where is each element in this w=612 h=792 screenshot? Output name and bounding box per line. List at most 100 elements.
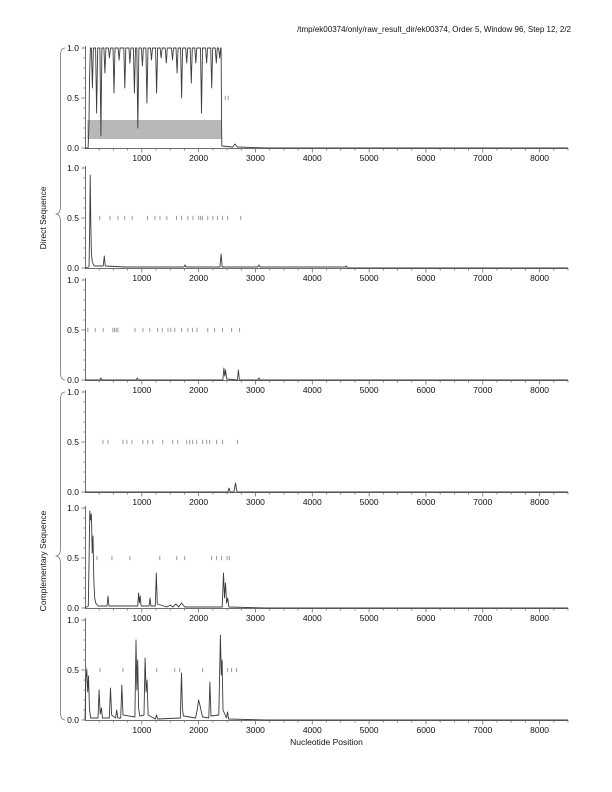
x-axis-ticks xyxy=(98,148,569,153)
x-tick-label: 6000 xyxy=(416,153,435,163)
x-tick-label: 1000 xyxy=(132,153,151,163)
x-tick-label: 3000 xyxy=(246,153,265,163)
x-tick-label: 5000 xyxy=(360,613,379,623)
y-axis-ticks xyxy=(81,507,86,609)
subplot-direct-frame-2: 1000 2000 3000 4000 5000 6000 7000 8000 0.0 0.5 1.… xyxy=(67,163,569,283)
y-tick-label: 0.5 xyxy=(67,437,79,447)
x-tick-label: 3000 xyxy=(246,497,265,507)
x-tick-label: 7000 xyxy=(473,153,492,163)
x-tick-label: 4000 xyxy=(303,153,322,163)
axes xyxy=(85,166,568,269)
x-tick-label: 1000 xyxy=(132,273,151,283)
x-tick-label: 3000 xyxy=(246,385,265,395)
y-tick-label: 0.5 xyxy=(67,553,79,563)
x-tick-label: 4000 xyxy=(303,385,322,395)
x-tick-label: 7000 xyxy=(473,385,492,395)
orf-markers xyxy=(86,667,238,673)
x-tick-label: 2000 xyxy=(189,497,208,507)
y-tick-label: 1.0 xyxy=(67,163,79,173)
x-tick-label: 6000 xyxy=(416,613,435,623)
page-title: /tmp/ek00374/only/raw_result_dir/ek00374… xyxy=(297,25,571,34)
x-tick-label: 6000 xyxy=(416,497,435,507)
x-tick-label: 2000 xyxy=(189,153,208,163)
x-tick-label: 4000 xyxy=(303,497,322,507)
x-tick-label: 2000 xyxy=(189,273,208,283)
x-tick-label: 8000 xyxy=(530,613,549,623)
y-tick-label: 0.0 xyxy=(67,487,79,497)
y-tick-label: 1.0 xyxy=(67,387,79,397)
orf-markers xyxy=(96,555,230,561)
x-tick-label: 8000 xyxy=(530,273,549,283)
x-axis-ticks xyxy=(98,720,569,725)
x-axis-ticks xyxy=(98,380,569,385)
probability-curve xyxy=(84,510,568,609)
x-tick-label: 5000 xyxy=(360,153,379,163)
x-tick-label: 1000 xyxy=(132,385,151,395)
probability-curve xyxy=(85,482,568,493)
x-tick-label: 4000 xyxy=(303,725,322,735)
x-tick-label: 5000 xyxy=(360,725,379,735)
x-tick-label: 3000 xyxy=(246,725,265,735)
x-tick-label: 8000 xyxy=(530,385,549,395)
group-brace xyxy=(55,47,66,381)
x-tick-label: 6000 xyxy=(416,385,435,395)
y-tick-label: 0.0 xyxy=(67,603,79,613)
x-tick-label: 5000 xyxy=(360,273,379,283)
subplot-complementary-frame-3: 1000 2000 3000 4000 5000 6000 7000 8000 0.0 0.5 1.… xyxy=(67,615,569,735)
x-tick-label: 8000 xyxy=(530,153,549,163)
probability-curve xyxy=(85,367,568,381)
x-tick-label: 7000 xyxy=(473,497,492,507)
x-tick-label: 5000 xyxy=(360,385,379,395)
x-tick-label: 8000 xyxy=(530,725,549,735)
x-tick-label: 1000 xyxy=(132,497,151,507)
y-tick-label: 0.5 xyxy=(67,665,79,675)
x-axis-ticks xyxy=(98,268,569,273)
y-axis-ticks xyxy=(81,279,86,381)
x-tick-label: 6000 xyxy=(416,725,435,735)
y-tick-label: 1.0 xyxy=(67,503,79,513)
subplot-direct-frame-3: 1000 2000 3000 4000 5000 6000 7000 8000 0.0 0.5 1.… xyxy=(67,275,569,395)
group-brace xyxy=(55,391,66,721)
x-tick-label: 1000 xyxy=(132,613,151,623)
x-tick-label: 7000 xyxy=(473,725,492,735)
y-axis-ticks xyxy=(81,391,86,493)
y-tick-label: 0.5 xyxy=(67,93,79,103)
x-axis-ticks xyxy=(98,608,569,613)
axes xyxy=(85,506,568,609)
orf-markers xyxy=(102,439,239,445)
probability-curve xyxy=(85,47,568,149)
y-tick-label: 1.0 xyxy=(67,275,79,285)
y-tick-label: 0.0 xyxy=(67,143,79,153)
orf-markers xyxy=(99,215,242,221)
x-tick-label: 1000 xyxy=(132,725,151,735)
y-tick-label: 1.0 xyxy=(67,43,79,53)
x-tick-label: 2000 xyxy=(189,613,208,623)
x-tick-label: 7000 xyxy=(473,613,492,623)
subplot-complementary-frame-2: 1000 2000 3000 4000 5000 6000 7000 8000 0.0 0.5 1.… xyxy=(67,503,569,623)
x-tick-label: 3000 xyxy=(246,613,265,623)
x-tick-label: 2000 xyxy=(189,385,208,395)
probability-curve xyxy=(84,174,568,269)
x-axis-ticks xyxy=(98,492,569,497)
y-tick-label: 0.0 xyxy=(67,715,79,725)
y-axis-ticks xyxy=(81,47,86,149)
highlight-band xyxy=(87,120,222,139)
x-axis-title: Nucleotide Position xyxy=(290,737,363,747)
y-tick-label: 1.0 xyxy=(67,615,79,625)
x-tick-label: 3000 xyxy=(246,273,265,283)
y-tick-label: 0.5 xyxy=(67,325,79,335)
x-tick-label: 8000 xyxy=(530,497,549,507)
x-tick-label: 7000 xyxy=(473,273,492,283)
x-tick-label: 4000 xyxy=(303,613,322,623)
axes xyxy=(85,618,568,721)
subplot-direct-frame-1: 1000 2000 3000 4000 5000 6000 7000 8000 0.0 0.5 1.… xyxy=(67,43,569,163)
subplot-complementary-frame-1: 1000 2000 3000 4000 5000 6000 7000 8000 0.0 0.5 1.… xyxy=(67,387,569,507)
orf-markers xyxy=(224,95,229,101)
x-tick-label: 5000 xyxy=(360,497,379,507)
x-tick-label: 2000 xyxy=(189,725,208,735)
probability-curve xyxy=(84,634,568,721)
x-tick-label: 6000 xyxy=(416,273,435,283)
